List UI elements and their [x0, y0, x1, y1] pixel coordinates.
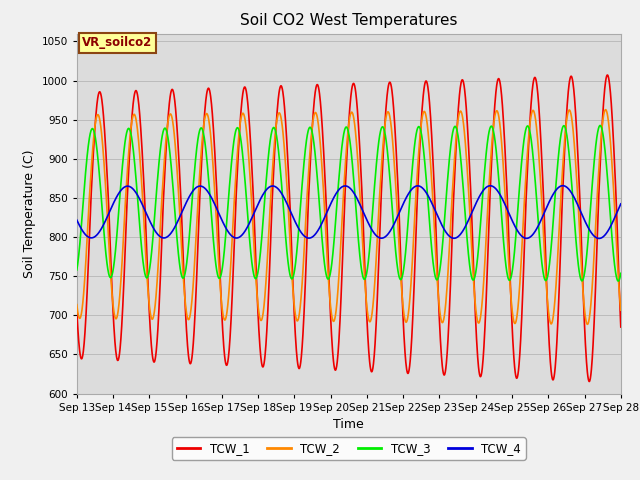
Y-axis label: Soil Temperature (C): Soil Temperature (C)	[23, 149, 36, 278]
Title: Soil CO2 West Temperatures: Soil CO2 West Temperatures	[240, 13, 458, 28]
Legend: TCW_1, TCW_2, TCW_3, TCW_4: TCW_1, TCW_2, TCW_3, TCW_4	[172, 437, 525, 460]
X-axis label: Time: Time	[333, 418, 364, 431]
Text: VR_soilco2: VR_soilco2	[82, 36, 152, 49]
